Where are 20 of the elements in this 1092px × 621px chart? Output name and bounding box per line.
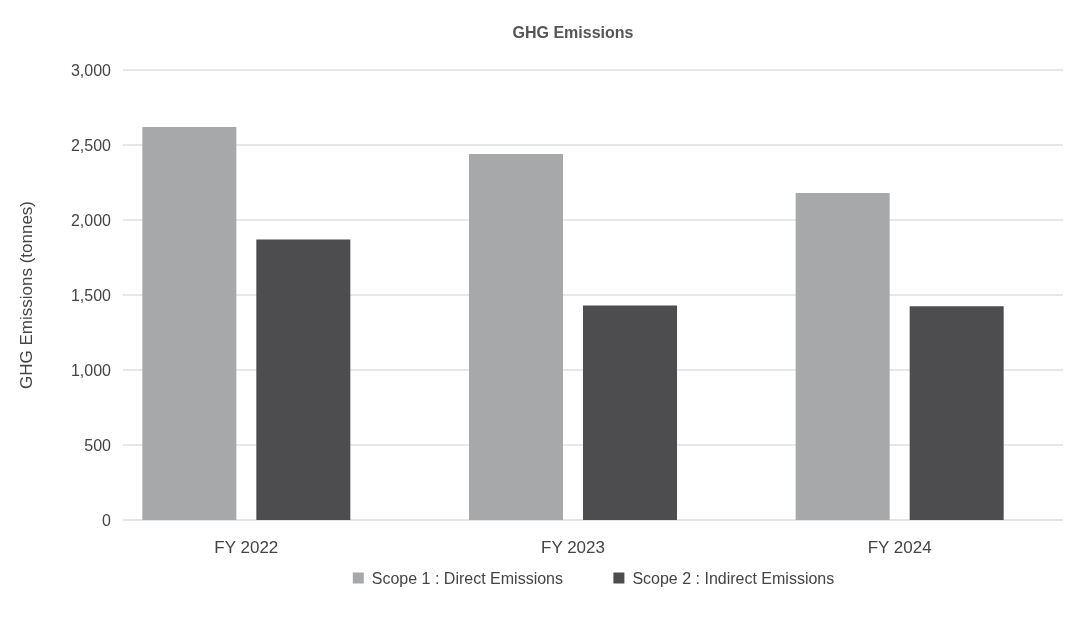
x-tick-label: FY 2024 (867, 538, 932, 557)
x-tick-label: FY 2023 (541, 538, 605, 557)
bar (795, 193, 890, 520)
chart-title: GHG Emissions (512, 24, 634, 41)
bar (142, 127, 237, 520)
y-tick-label: 2,000 (70, 211, 112, 229)
bar (469, 154, 563, 520)
y-axis-title: GHG Emissions (tonnes) (17, 201, 36, 389)
y-tick-label: 500 (84, 436, 112, 454)
y-tick-label: 0 (102, 511, 112, 529)
y-tick-label: 2,500 (70, 136, 112, 154)
x-tick-label: FY 2022 (214, 538, 279, 557)
bar (583, 305, 677, 520)
bar (256, 239, 351, 520)
y-tick-label: 1,000 (70, 361, 112, 379)
legend-label: Scope 2 : Indirect Emissions (632, 569, 835, 587)
y-tick-label: 3,000 (70, 61, 112, 79)
legend-label: Scope 1 : Direct Emissions (371, 569, 563, 587)
y-tick-label: 1,500 (70, 286, 112, 304)
bar (909, 306, 1004, 520)
